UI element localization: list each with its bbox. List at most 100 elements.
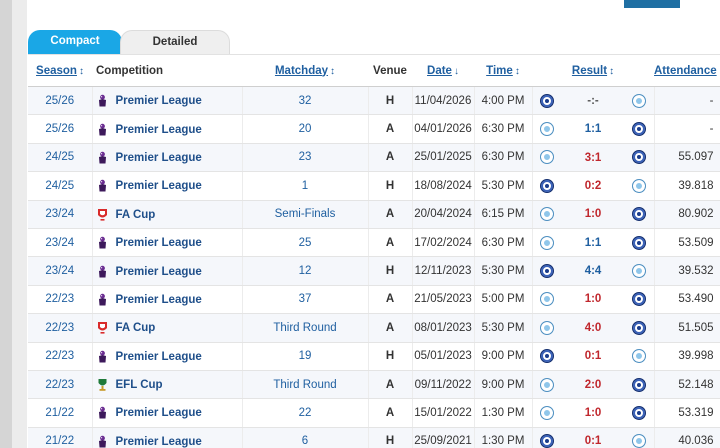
season-cell[interactable]: 23/24 bbox=[28, 228, 93, 258]
competition-cell[interactable]: Premier League bbox=[92, 427, 243, 448]
result-cell[interactable]: 0:2 bbox=[532, 171, 655, 201]
matchday-cell[interactable]: 20 bbox=[242, 114, 369, 144]
result-cell[interactable]: 4:0 bbox=[532, 313, 655, 343]
result-score[interactable]: 4:4 bbox=[584, 265, 602, 278]
result-cell[interactable]: -:- bbox=[532, 86, 655, 116]
competition-cell[interactable]: Premier League bbox=[92, 398, 243, 428]
result-score[interactable]: 0:1 bbox=[584, 350, 602, 363]
matchday-cell[interactable]: 32 bbox=[242, 86, 369, 116]
season-cell[interactable]: 21/22 bbox=[28, 427, 93, 448]
table-row[interactable]: 22/23 Premier League 37 A 21/05/2023 5:00 PM 1… bbox=[28, 285, 720, 315]
result-score[interactable]: 1:0 bbox=[584, 407, 602, 420]
table-row[interactable]: 22/23 Premier League 19 H 05/01/2023 9:00 PM 0… bbox=[28, 342, 720, 371]
chelsea-crest-icon[interactable] bbox=[632, 150, 646, 165]
result-cell[interactable]: 2:0 bbox=[532, 370, 655, 400]
top-action-button[interactable] bbox=[624, 0, 680, 8]
competition-cell[interactable]: EFL Cup bbox=[92, 370, 243, 400]
result-cell[interactable]: 4:4 bbox=[532, 256, 655, 286]
matchday-cell[interactable]: Third Round bbox=[242, 370, 369, 400]
competition-name[interactable]: FA Cup bbox=[115, 322, 156, 335]
result-score[interactable]: 0:2 bbox=[584, 179, 602, 192]
competition-name[interactable]: EFL Cup bbox=[115, 379, 163, 392]
table-row[interactable]: 21/22 Premier League 6 H 25/09/2021 1:30 PM 0:… bbox=[28, 427, 720, 448]
result-cell[interactable]: 1:0 bbox=[532, 200, 655, 229]
chelsea-crest-icon[interactable] bbox=[632, 320, 646, 335]
result-cell[interactable]: 3:1 bbox=[532, 143, 655, 173]
competition-cell[interactable]: Premier League bbox=[92, 342, 243, 371]
chelsea-crest-icon[interactable] bbox=[632, 235, 646, 250]
result-score[interactable]: 2:0 bbox=[584, 378, 602, 391]
chelsea-crest-icon[interactable] bbox=[632, 292, 646, 307]
season-cell[interactable]: 21/22 bbox=[28, 398, 93, 428]
matchday-cell[interactable]: 19 bbox=[242, 342, 369, 371]
chelsea-crest-icon[interactable] bbox=[540, 349, 554, 364]
chelsea-crest-icon[interactable] bbox=[632, 377, 646, 392]
tab-compact[interactable]: Compact bbox=[28, 30, 122, 54]
competition-name[interactable]: Premier League bbox=[115, 95, 202, 108]
man-city-crest-icon[interactable] bbox=[540, 207, 554, 222]
man-city-crest-icon[interactable] bbox=[540, 405, 554, 420]
chelsea-crest-icon[interactable] bbox=[540, 93, 554, 108]
man-city-crest-icon[interactable] bbox=[540, 292, 554, 307]
chelsea-crest-icon[interactable] bbox=[540, 178, 554, 193]
matchday-cell[interactable]: 6 bbox=[242, 427, 369, 448]
competition-cell[interactable]: Premier League bbox=[92, 256, 243, 286]
chelsea-crest-icon[interactable] bbox=[632, 405, 646, 420]
competition-name[interactable]: Premier League bbox=[115, 350, 202, 363]
sort-icon[interactable]: ↕ bbox=[719, 66, 720, 77]
chelsea-crest-icon[interactable] bbox=[540, 264, 554, 279]
competition-name[interactable]: FA Cup bbox=[115, 208, 156, 221]
season-cell[interactable]: 25/26 bbox=[28, 86, 93, 116]
matchday-cell[interactable]: 1 bbox=[242, 171, 369, 201]
man-city-crest-icon[interactable] bbox=[540, 377, 554, 392]
sort-icon[interactable]: ↕ bbox=[330, 65, 336, 77]
competition-cell[interactable]: FA Cup bbox=[92, 313, 243, 343]
matchday-cell[interactable]: 22 bbox=[242, 398, 369, 428]
result-score[interactable]: 1:1 bbox=[584, 123, 602, 136]
result-score[interactable]: 1:0 bbox=[584, 293, 602, 306]
chelsea-crest-icon[interactable] bbox=[632, 207, 646, 222]
competition-cell[interactable]: Premier League bbox=[92, 285, 243, 315]
man-city-crest-icon[interactable] bbox=[632, 349, 646, 364]
table-row[interactable]: 25/26 Premier League 20 A 04/01/2026 6:30 PM 1… bbox=[28, 114, 720, 144]
competition-name[interactable]: Premier League bbox=[115, 293, 202, 306]
result-score[interactable]: 3:1 bbox=[584, 151, 602, 164]
competition-cell[interactable]: Premier League bbox=[92, 114, 243, 144]
competition-cell[interactable]: Premier League bbox=[92, 171, 243, 201]
man-city-crest-icon[interactable] bbox=[632, 178, 646, 193]
competition-name[interactable]: Premier League bbox=[115, 435, 202, 448]
col-header-matchday[interactable]: Matchday ↕ bbox=[242, 54, 368, 87]
man-city-crest-icon[interactable] bbox=[540, 320, 554, 335]
competition-name[interactable]: Premier League bbox=[115, 407, 202, 420]
result-score[interactable]: 1:1 bbox=[584, 236, 602, 249]
col-header-result[interactable]: Result ↕ bbox=[532, 54, 654, 87]
season-cell[interactable]: 24/25 bbox=[28, 143, 93, 173]
result-score[interactable]: 0:1 bbox=[584, 435, 602, 448]
competition-cell[interactable]: Premier League bbox=[92, 228, 243, 258]
table-row[interactable]: 21/22 Premier League 22 A 15/01/2022 1:30 PM 1… bbox=[28, 398, 720, 428]
result-score[interactable]: 4:0 bbox=[584, 321, 602, 334]
result-cell[interactable]: 1:0 bbox=[532, 285, 655, 315]
table-row[interactable]: 22/23 EFL Cup Third Round A 09/11/2022 9:00 P… bbox=[28, 370, 720, 400]
table-row[interactable]: 23/24 Premier League 25 A 17/02/2024 6:30 PM 1… bbox=[28, 228, 720, 258]
matchday-cell[interactable]: Semi-Finals bbox=[242, 200, 369, 229]
table-row[interactable]: 22/23 FA Cup Third Round A 08/01/2023 5:30 PM… bbox=[28, 313, 720, 343]
result-cell[interactable]: 1:1 bbox=[532, 228, 655, 258]
competition-cell[interactable]: Premier League bbox=[92, 143, 243, 173]
matchday-cell[interactable]: 37 bbox=[242, 285, 369, 315]
competition-name[interactable]: Premier League bbox=[115, 237, 202, 250]
col-header-season[interactable]: Season ↕ bbox=[28, 54, 92, 87]
season-cell[interactable]: 24/25 bbox=[28, 171, 93, 201]
man-city-crest-icon[interactable] bbox=[540, 235, 554, 250]
competition-cell[interactable]: FA Cup bbox=[92, 200, 243, 229]
competition-cell[interactable]: Premier League bbox=[92, 86, 243, 116]
table-row[interactable]: 25/26 Premier League 32 H 11/04/2026 4:00 PM -… bbox=[28, 86, 720, 116]
man-city-crest-icon[interactable] bbox=[540, 122, 554, 137]
table-row[interactable]: 23/24 Premier League 12 H 12/11/2023 5:30 PM 4… bbox=[28, 256, 720, 286]
col-header-attendance[interactable]: Attendance↕ bbox=[654, 54, 720, 87]
result-score[interactable]: 1:0 bbox=[584, 208, 602, 221]
man-city-crest-icon[interactable] bbox=[540, 150, 554, 165]
season-cell[interactable]: 22/23 bbox=[28, 342, 93, 371]
matchday-cell[interactable]: 12 bbox=[242, 256, 369, 286]
table-row[interactable]: 23/24 FA Cup Semi-Finals A 20/04/2024 6:15 PM… bbox=[28, 200, 720, 229]
